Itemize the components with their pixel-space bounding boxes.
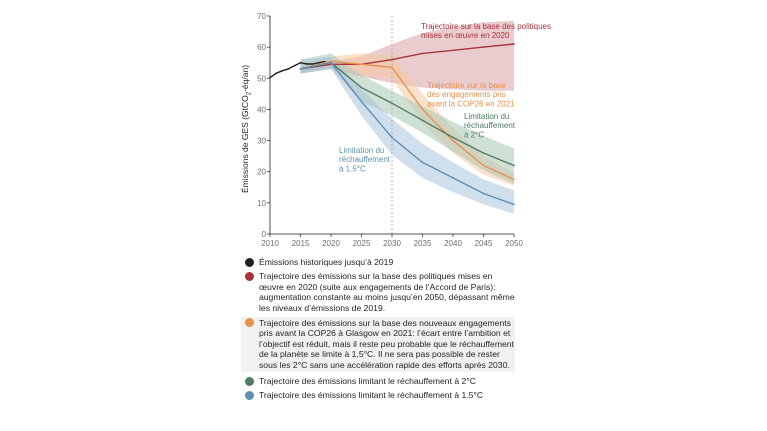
legend: Émissions historiques jusqu’à 2019 Trajec…	[241, 257, 515, 405]
x-tick-label-2045: 2045	[475, 239, 493, 248]
tick-labels: 2010 2015 2020 2025 2030 2035 2040 2045 20500102…	[257, 12, 523, 248]
y-tick-label-50: 50	[257, 74, 266, 83]
line-limit_1_5c	[300, 62, 515, 206]
y-tick-label-70: 70	[257, 12, 266, 21]
point-limit_1_5c-2050	[513, 203, 515, 206]
y-tick-label-40: 40	[257, 105, 266, 114]
line-historical	[269, 60, 326, 79]
point-historical-2014	[293, 65, 296, 67]
point-historical-2012	[281, 70, 284, 72]
point-limit_1_5c-2045	[482, 192, 485, 195]
legend-swatch-cop26_pledges	[245, 318, 254, 328]
x-tick-label-2025: 2025	[353, 239, 371, 248]
x-tick-label-2050: 2050	[505, 239, 523, 248]
y-tick-label-60: 60	[257, 43, 266, 52]
x-tick-label-2010: 2010	[261, 239, 279, 248]
point-current_policies-2035	[421, 52, 424, 55]
legend-item-current_policies: Trajectoire des émissions sur la base de…	[243, 271, 515, 313]
y-tick-label-0: 0	[262, 230, 267, 239]
legend-item-historical: Émissions historiques jusqu’à 2019	[243, 257, 515, 267]
point-limit_1_5c-2015	[299, 68, 302, 70]
legend-text-current_policies: Trajectoire des émissions sur la base de…	[259, 271, 515, 313]
band-limit_1_5c	[300, 56, 514, 214]
legend-text-cop26_pledges: Trajectoire des émissions sur la base de…	[259, 318, 514, 370]
y-axis-label: Émissions de GES (GtCO2-éq/an)	[240, 65, 253, 193]
point-current_policies-2050	[513, 43, 515, 45]
point-historical-2015	[299, 61, 302, 64]
point-limit_1_5c-2040	[452, 177, 454, 179]
line-current_policies	[300, 43, 515, 70]
point-current_policies-2030	[391, 58, 393, 61]
annotation-cop26_pledges: Trajectoire sur la base des engagements p…	[427, 81, 515, 108]
legend-swatch-limit_1_5c	[245, 391, 254, 401]
x-tick-label-2035: 2035	[414, 239, 432, 248]
emissions-chart: 2010 2015 2020 2025 2030 2035 2040 2045 20500102…	[240, 12, 551, 248]
annotation-current_policies: Trajectoire sur la base des politiques mi…	[421, 22, 551, 40]
point-cop26_pledges-2035	[421, 108, 424, 111]
point-cop26_pledges-2040	[452, 139, 454, 142]
line-limit_2c	[300, 62, 515, 167]
point-limit_2c-2045	[482, 152, 485, 154]
point-limit_2c-2030	[391, 102, 393, 104]
point-cop26_pledges-2045	[482, 164, 485, 167]
point-historical-2017	[311, 63, 314, 65]
legend-item-limit_2c: Trajectoire des émissions limitant le ré…	[243, 376, 515, 387]
point-historical-2018	[318, 61, 320, 64]
x-tick-label-2015: 2015	[292, 239, 310, 248]
point-historical-2013	[287, 68, 290, 70]
point-current_policies-2045	[482, 46, 485, 48]
point-limit_1_5c-2020	[330, 61, 332, 64]
series-lines	[269, 43, 515, 206]
point-historical-2019	[324, 60, 326, 63]
point-limit_2c-2035	[421, 119, 424, 122]
legend-swatch-current_policies	[245, 272, 254, 282]
y-tick-label-20: 20	[257, 168, 266, 177]
legend-text-limit_1_5c: Trajectoire des émissions limitant le ré…	[259, 390, 484, 401]
point-cop26_pledges-2025	[360, 63, 363, 66]
legend-item-cop26_pledges: Trajectoire des émissions sur la base de…	[241, 317, 515, 373]
point-limit_2c-2050	[513, 164, 515, 167]
point-limit_2c-2025	[360, 86, 363, 89]
series-annotations: Trajectoire sur la base des politiques mi…	[339, 22, 551, 173]
point-cop26_pledges-2020	[330, 60, 332, 62]
x-tick-label-2030: 2030	[383, 239, 401, 248]
point-cop26_pledges-2030	[391, 66, 393, 69]
point-limit_2c-2040	[452, 136, 454, 139]
point-current_policies-2040	[452, 49, 454, 52]
line-cop26_pledges	[300, 60, 515, 181]
y-tick-label-10: 10	[257, 199, 266, 208]
legend-swatch-historical	[245, 258, 254, 267]
x-tick-label-2040: 2040	[444, 239, 462, 248]
point-limit_1_5c-2035	[421, 161, 424, 164]
y-tick-label-30: 30	[257, 137, 266, 146]
point-limit_1_5c-2030	[391, 136, 393, 139]
legend-text-limit_2c: Trajectoire des émissions limitant le ré…	[259, 376, 476, 387]
x-tick-label-2020: 2020	[322, 239, 340, 248]
point-limit_1_5c-2025	[360, 100, 363, 103]
point-historical-2016	[305, 63, 308, 65]
point-cop26_pledges-2050	[513, 178, 515, 181]
annotation-limit_2c: Limitation du réchauffement à 2°C	[464, 112, 516, 139]
legend-text-historical: Émissions historiques jusqu’à 2019	[259, 257, 394, 267]
legend-swatch-limit_2c	[245, 377, 254, 387]
axes	[267, 15, 515, 237]
point-historical-2011	[275, 72, 277, 75]
annotation-limit_1_5c: Limitation du réchauffement à 1.5°C	[339, 146, 391, 173]
legend-item-limit_1_5c: Trajectoire des émissions limitant le ré…	[243, 390, 515, 401]
uncertainty-bands	[300, 20, 514, 214]
